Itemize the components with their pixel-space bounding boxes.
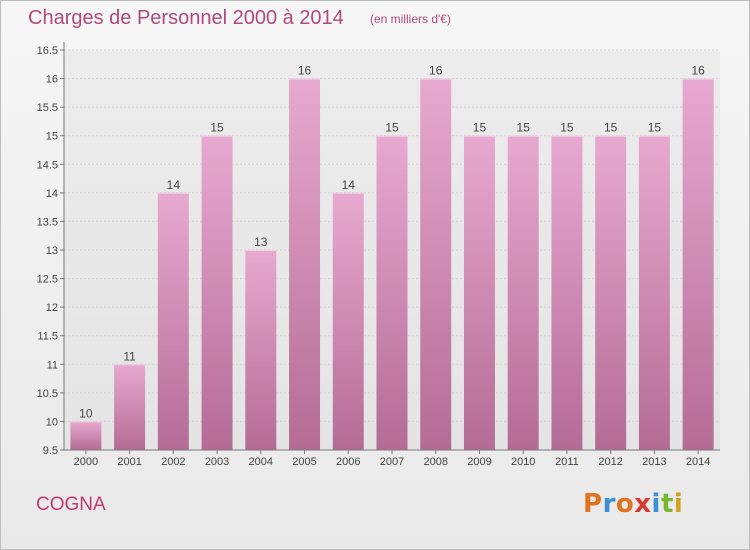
proxiti-logo: Proxiti (583, 489, 683, 519)
bar-2002 (157, 192, 189, 450)
x-tick-label: 2006 (336, 456, 360, 468)
data-label: 15 (560, 121, 574, 135)
chart-subtitle: (en milliers d'€) (370, 12, 451, 26)
bar-2007 (376, 135, 408, 450)
y-tick-label: 16.5 (37, 45, 58, 57)
y-tick-label: 15.5 (37, 102, 58, 114)
x-tick-label: 2011 (555, 456, 579, 468)
y-tick-label: 15 (46, 131, 58, 143)
x-tick-label: 2000 (74, 456, 98, 468)
y-tick-label: 14.5 (37, 159, 58, 171)
x-tick-label: 2007 (380, 456, 404, 468)
x-tick-label: 2002 (161, 456, 185, 468)
logo-letter: i (651, 489, 661, 519)
bar-2008 (420, 78, 452, 451)
bar-2003 (201, 135, 233, 450)
data-label: 11 (123, 349, 136, 363)
bar-2009 (463, 135, 495, 450)
x-tick-label: 2003 (205, 456, 229, 468)
chart-title: Charges de Personnel 2000 à 2014 (28, 7, 344, 29)
y-tick-label: 9.5 (43, 445, 58, 457)
x-tick-label: 2014 (686, 456, 710, 468)
bar-2012 (595, 135, 627, 450)
data-label: 16 (429, 64, 443, 78)
bar-2006 (332, 192, 364, 450)
x-tick-label: 2005 (292, 456, 316, 468)
bar-2014 (682, 78, 714, 451)
x-tick-label: 2012 (598, 456, 622, 468)
y-tick-label: 11.5 (37, 331, 58, 343)
data-label: 14 (342, 178, 356, 192)
y-tick-label: 10.5 (37, 388, 58, 400)
data-label: 16 (691, 64, 705, 78)
y-tick-label: 11 (47, 359, 58, 371)
y-tick-label: 13.5 (37, 216, 58, 228)
data-label: 15 (517, 121, 531, 135)
data-label: 16 (298, 64, 312, 78)
x-tick-label: 2008 (423, 456, 447, 468)
y-tick-label: 12.5 (37, 274, 58, 286)
data-label: 15 (210, 121, 224, 135)
y-tick-label: 13 (46, 245, 58, 257)
data-label: 15 (648, 121, 662, 135)
y-tick-label: 16 (46, 74, 58, 86)
bar-2000 (70, 421, 102, 450)
y-tick-label: 10 (46, 416, 58, 428)
x-tick-label: 2010 (511, 456, 535, 468)
bar-2001 (114, 364, 146, 450)
data-label: 13 (254, 235, 268, 249)
x-tick-label: 2004 (249, 456, 273, 468)
data-label: 15 (604, 121, 618, 135)
bar-2010 (507, 135, 539, 450)
bar-2013 (638, 135, 670, 450)
axes: 9.5 10 10.5 11 11.5 12 12.5 13 13.5 14 14.5 15 15.5 1… (37, 42, 720, 468)
bar-2004 (245, 250, 277, 450)
logo-letter: r (602, 489, 616, 519)
commune-name: COGNA (36, 494, 106, 515)
y-tick-label: 14 (46, 188, 58, 200)
logo-letter: x (634, 489, 652, 519)
x-tick-label: 2001 (117, 456, 141, 468)
bar-2011 (551, 135, 583, 450)
logo-letter: i (673, 489, 684, 519)
data-label: 15 (385, 121, 399, 135)
logo-letter: o (615, 489, 635, 519)
x-tick-label: 2013 (642, 456, 666, 468)
data-label: 15 (473, 121, 487, 135)
y-tick-label: 12 (46, 302, 58, 314)
data-label: 14 (167, 178, 181, 192)
bars: 10 11 14 15 13 16 14 15 16 15 15 15 15 15 16 (70, 64, 714, 451)
logo-letter: P (583, 489, 603, 519)
x-tick-label: 2009 (467, 456, 491, 468)
data-label: 10 (79, 406, 93, 420)
logo-letter: t (660, 489, 674, 519)
bar-2005 (289, 78, 321, 451)
